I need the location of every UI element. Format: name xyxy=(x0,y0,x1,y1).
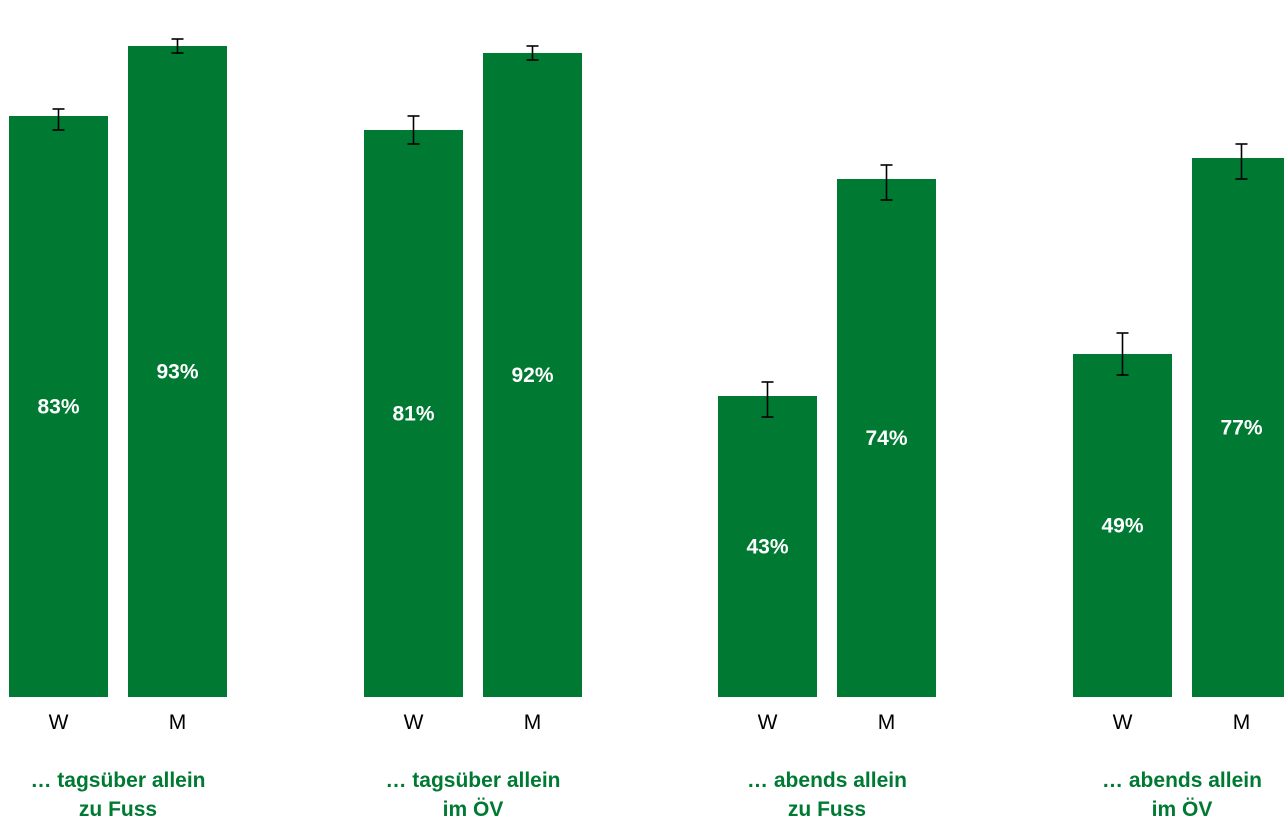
x-tick-label: W xyxy=(404,711,424,734)
group-label-line: zu Fuss xyxy=(787,798,867,821)
x-tick-label: W xyxy=(758,711,778,734)
group-label-line: … tagsüber allein xyxy=(385,769,561,792)
group-label: … abends allein zu Fuss xyxy=(697,766,957,824)
value-label: 49% xyxy=(1101,515,1143,538)
bar xyxy=(483,53,582,697)
group-label-line: … abends allein xyxy=(747,769,907,792)
group-label: … tagsüber allein im ÖV xyxy=(343,766,603,824)
bar xyxy=(9,116,108,697)
bar xyxy=(1192,158,1284,697)
group-label: … tagsüber allein zu Fuss xyxy=(0,766,248,824)
group-label: … abends allein im ÖV xyxy=(1052,766,1284,824)
bar xyxy=(1073,354,1172,697)
x-tick-label: M xyxy=(878,711,896,734)
group-label-line: … tagsüber allein xyxy=(30,769,206,792)
bar xyxy=(718,396,817,697)
x-tick-label: W xyxy=(49,711,69,734)
value-label: 77% xyxy=(1220,417,1262,440)
value-label: 92% xyxy=(511,364,553,387)
value-label: 81% xyxy=(392,403,434,426)
value-label: 43% xyxy=(746,536,788,559)
x-tick-label: M xyxy=(169,711,187,734)
value-label: 93% xyxy=(156,361,198,384)
group-label-line: im ÖV xyxy=(442,798,504,821)
x-tick-label: M xyxy=(1233,711,1251,734)
value-label: 74% xyxy=(865,427,907,450)
bar xyxy=(837,179,936,697)
x-tick-label: W xyxy=(1113,711,1133,734)
group-label-line: zu Fuss xyxy=(78,798,158,821)
group-label-line: … abends allein xyxy=(1102,769,1262,792)
value-label: 83% xyxy=(37,396,79,419)
group-label-line: im ÖV xyxy=(1151,798,1213,821)
bar xyxy=(364,130,463,697)
bar xyxy=(128,46,227,697)
x-tick-label: M xyxy=(524,711,542,734)
